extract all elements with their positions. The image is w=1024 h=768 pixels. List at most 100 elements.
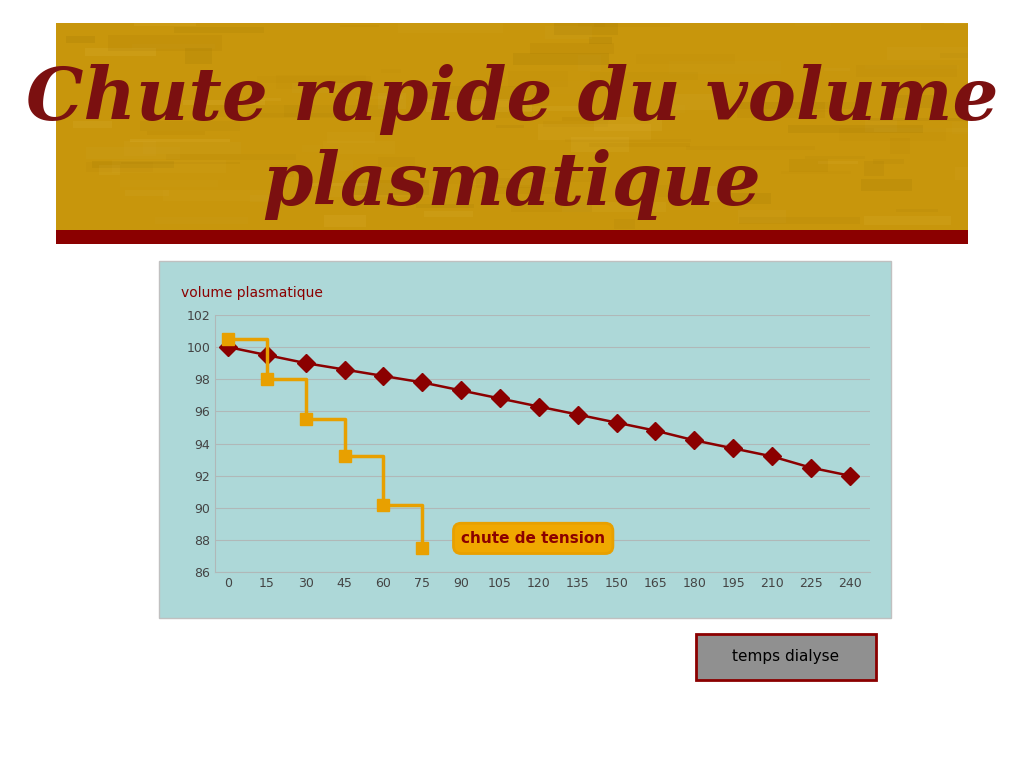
Bar <box>397 22 503 33</box>
Bar <box>285 105 387 117</box>
Bar <box>884 95 943 108</box>
Bar <box>476 178 538 187</box>
Bar <box>356 96 402 99</box>
Bar <box>544 121 607 127</box>
Bar <box>511 202 593 213</box>
Bar <box>864 161 885 177</box>
Bar <box>538 124 651 140</box>
Bar <box>856 65 956 77</box>
Bar <box>823 68 850 71</box>
Bar <box>940 53 984 58</box>
Bar <box>257 76 371 83</box>
Bar <box>613 219 635 229</box>
Bar <box>86 161 153 172</box>
Bar <box>73 121 113 128</box>
Bar <box>530 44 614 54</box>
Bar <box>132 44 215 48</box>
Bar <box>527 81 597 94</box>
Bar <box>378 157 416 167</box>
Bar <box>546 25 592 39</box>
Bar <box>203 105 303 117</box>
Bar <box>865 120 897 133</box>
Bar <box>873 159 904 164</box>
Bar <box>861 179 912 191</box>
Bar <box>578 55 601 71</box>
Bar <box>292 84 347 93</box>
Text: Chute rapide du volume: Chute rapide du volume <box>26 65 998 135</box>
Bar <box>656 185 683 197</box>
Bar <box>514 106 591 111</box>
Bar <box>472 170 540 185</box>
Bar <box>737 102 825 118</box>
Bar <box>183 100 265 105</box>
Bar <box>952 121 1024 134</box>
Bar <box>508 71 568 87</box>
Text: chute de tension: chute de tension <box>461 531 605 546</box>
Bar <box>589 143 690 147</box>
Bar <box>655 105 685 113</box>
Text: volume plasmatique: volume plasmatique <box>180 286 323 300</box>
Bar <box>795 15 831 25</box>
Bar <box>562 118 609 121</box>
Bar <box>944 11 969 24</box>
Bar <box>723 194 771 204</box>
Bar <box>590 72 697 80</box>
Bar <box>108 35 222 51</box>
Bar <box>788 159 827 172</box>
Bar <box>130 139 229 141</box>
Bar <box>112 160 225 173</box>
Bar <box>99 165 120 174</box>
Bar <box>788 125 923 133</box>
Bar <box>92 161 174 167</box>
Bar <box>67 36 95 43</box>
Bar <box>85 48 157 56</box>
Text: temps dialyse: temps dialyse <box>732 649 840 664</box>
Bar <box>666 94 728 110</box>
Bar <box>513 52 608 65</box>
Bar <box>544 173 603 182</box>
Bar <box>487 187 557 194</box>
Bar <box>890 138 910 154</box>
Bar <box>143 142 241 154</box>
Bar <box>253 98 282 101</box>
Bar <box>323 141 395 154</box>
Bar <box>424 211 473 217</box>
Bar <box>271 165 295 177</box>
Bar <box>340 25 379 28</box>
Text: plasmatique: plasmatique <box>262 149 762 220</box>
Bar <box>887 47 1017 60</box>
Bar <box>134 18 197 26</box>
Bar <box>873 127 971 132</box>
Bar <box>251 195 270 202</box>
Bar <box>331 161 353 171</box>
Bar <box>812 110 838 112</box>
Bar <box>594 12 670 28</box>
Bar <box>594 118 663 131</box>
Bar <box>418 85 538 101</box>
Bar <box>865 65 959 68</box>
Bar <box>578 21 605 27</box>
Bar <box>694 186 728 202</box>
Bar <box>247 113 347 118</box>
Bar <box>589 38 612 44</box>
Bar <box>163 190 271 200</box>
Bar <box>378 93 406 109</box>
Bar <box>737 210 785 223</box>
Bar <box>817 161 858 164</box>
Bar <box>781 171 851 174</box>
Bar <box>140 121 241 131</box>
Bar <box>805 157 864 159</box>
Bar <box>147 131 205 135</box>
Bar <box>174 27 264 32</box>
Bar <box>839 128 946 141</box>
Bar <box>125 190 169 196</box>
Bar <box>321 183 449 197</box>
Bar <box>636 54 735 65</box>
Bar <box>306 184 369 186</box>
Bar <box>381 69 400 73</box>
Bar <box>324 215 366 227</box>
Bar <box>86 147 180 159</box>
Bar <box>565 139 691 142</box>
Bar <box>554 19 617 35</box>
Bar <box>444 169 510 184</box>
